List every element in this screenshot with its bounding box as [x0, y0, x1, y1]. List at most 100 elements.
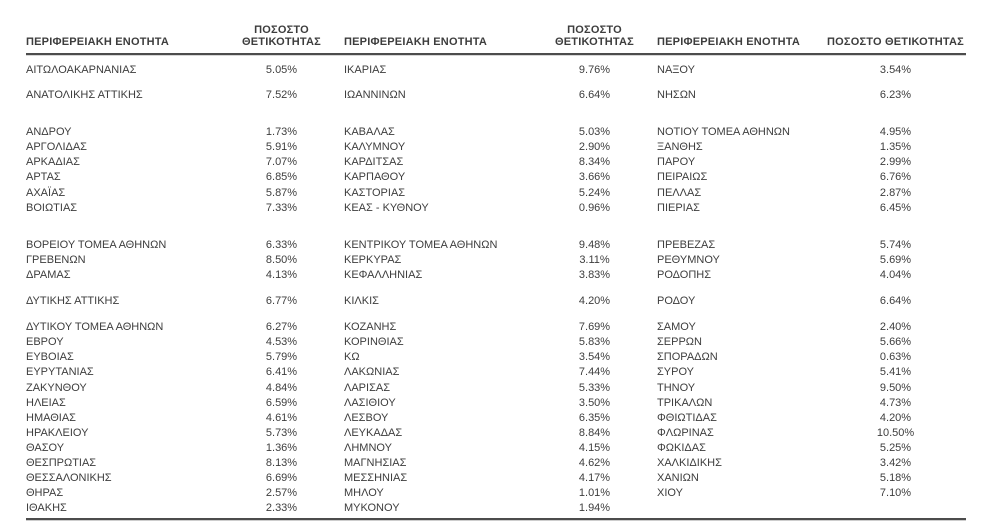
positivity-cell: 5.05%	[265, 64, 298, 76]
positivity-cell: 6.27%	[265, 321, 298, 334]
positivity-cell: 8.13%	[265, 456, 298, 469]
table-row: ΘΑΣΟΥ 1.36% ΛΗΜΝΟΥ 4.15% ΦΩΚΙΔΑΣ 5.25%	[26, 441, 966, 456]
region-cell: ΚΑΡΠΑΘΟΥ	[344, 171, 406, 184]
region-cell: ΘΑΣΟΥ	[26, 441, 65, 454]
positivity-cell: 3.50%	[578, 396, 611, 409]
positivity-cell: 2.90%	[578, 141, 611, 154]
positivity-cell: 5.79%	[265, 351, 298, 364]
region-cell: ΠΕΛΛΑΣ	[657, 186, 702, 199]
region-cell: ΒΟΡΕΙΟΥ ΤΟΜΕΑ ΑΘΗΝΩΝ	[26, 238, 167, 251]
positivity-cell: 5.41%	[879, 366, 912, 379]
spacer-row	[26, 103, 966, 125]
positivity-cell: 5.73%	[265, 426, 298, 439]
region-cell: ΚΙΛΚΙΣ	[344, 295, 379, 308]
positivity-cell: 5.74%	[879, 238, 912, 251]
region-cell: ΣΕΡΡΩΝ	[657, 336, 702, 349]
region-cell: ΖΑΚΥΝΘΟΥ	[26, 381, 87, 394]
region-cell: ΕΥΡΥΤΑΝΙΑΣ	[26, 366, 94, 379]
positivity-cell: 1.94%	[578, 502, 611, 515]
region-cell: ΗΜΑΘΙΑΣ	[26, 411, 76, 424]
positivity-table: ΠΕΡΙΦΕΡΕΙΑΚΗ ΕΝΟΤΗΤΑ ΠΟΣΟΣΤΟ ΘΕΤΙΚΟΤΗΤΑΣ…	[26, 24, 966, 521]
table-row: ΑΡΚΑΔΙΑΣ 7.07% ΚΑΡΔΙΤΣΑΣ 8.34% ΠΑΡΟΥ 2.99%	[26, 155, 966, 170]
region-cell: ΚΕΑΣ - ΚΥΘΝΟΥ	[344, 201, 429, 214]
table-row: ΕΒΡΟΥ 4.53% ΚΟΡΙΝΘΙΑΣ 5.83% ΣΕΡΡΩΝ 5.66%	[26, 335, 966, 350]
positivity-cell: 6.35%	[578, 411, 611, 424]
table-row: ΔΥΤΙΚΟΥ ΤΟΜΕΑ ΑΘΗΝΩΝ 6.27% ΚΟΖΑΝΗΣ 7.69% ΣΑΜ…	[26, 320, 966, 335]
region-cell: ΑΝΔΡΟΥ	[26, 126, 72, 139]
region-cell: ΔΥΤΙΚΟΥ ΤΟΜΕΑ ΑΘΗΝΩΝ	[26, 321, 164, 334]
region-cell: ΘΕΣΠΡΩΤΙΑΣ	[26, 456, 97, 469]
table-row: ΘΕΣΣΑΛΟΝΙΚΗΣ 6.69% ΜΕΣΣΗΝΙΑΣ 4.17% ΧΑΝΙΩΝ 5.1…	[26, 471, 966, 486]
positivity-cell: 1.35%	[879, 141, 912, 154]
table-row: ΘΕΣΠΡΩΤΙΑΣ 8.13% ΜΑΓΝΗΣΙΑΣ 4.62% ΧΑΛΚΙΔΙΚΗΣ 3…	[26, 456, 966, 471]
positivity-cell: 4.84%	[265, 381, 298, 394]
region-cell: ΑΝΑΤΟΛΙΚΗΣ ΑΤΤΙΚΗΣ	[26, 89, 143, 102]
region-cell: ΤΗΝΟΥ	[657, 381, 696, 394]
positivity-cell: 7.10%	[879, 487, 912, 500]
region-cell: ΚΕΡΚΥΡΑΣ	[344, 253, 402, 266]
region-cell: ΜΕΣΣΗΝΙΑΣ	[344, 472, 408, 485]
positivity-cell: 6.69%	[265, 472, 298, 485]
positivity-cell: 2.87%	[879, 186, 912, 199]
region-cell: ΜΥΚΟΝΟΥ	[344, 502, 400, 515]
positivity-cell: 2.99%	[879, 156, 912, 169]
spacer-row	[26, 216, 966, 238]
table-row: ΒΟΙΩΤΙΑΣ 7.33% ΚΕΑΣ - ΚΥΘΝΟΥ 0.96% ΠΙΕΡΙΑΣ 6.…	[26, 201, 966, 216]
region-cell: ΙΘΑΚΗΣ	[26, 502, 67, 515]
positivity-cell: 6.59%	[265, 396, 298, 409]
positivity-cell: 5.33%	[578, 381, 611, 394]
positivity-cell: 3.54%	[879, 64, 912, 76]
region-cell: ΦΛΩΡΙΝΑΣ	[657, 426, 714, 439]
positivity-header: ΠΟΣΟΣΤΟ ΘΕΤΙΚΟΤΗΤΑΣ	[555, 24, 634, 48]
positivity-cell: 6.64%	[578, 89, 611, 102]
table-row: ΕΥΒΟΙΑΣ 5.79% ΚΩ 3.54% ΣΠΟΡΑΔΩΝ 0.63%	[26, 350, 966, 365]
positivity-cell: 4.61%	[265, 411, 298, 424]
table-row: ΑΝΔΡΟΥ 1.73% ΚΑΒΑΛΑΣ 5.03% ΝΟΤΙΟΥ ΤΟΜΕΑ ΑΘΗΝ…	[26, 125, 966, 140]
region-cell: ΙΚΑΡΙΑΣ	[344, 64, 387, 76]
positivity-cell: 5.18%	[879, 472, 912, 485]
table-row: ΘΗΡΑΣ 2.57% ΜΗΛΟΥ 1.01% ΧΙΟΥ 7.10%	[26, 486, 966, 501]
region-cell: ΚΩ	[344, 351, 360, 364]
positivity-cell: 6.77%	[265, 295, 298, 308]
positivity-cell: 4.17%	[578, 472, 611, 485]
positivity-cell: 4.13%	[265, 268, 298, 281]
positivity-cell: 7.33%	[265, 201, 298, 214]
region-cell: ΚΑΛΥΜΝΟΥ	[344, 141, 406, 154]
region-cell: ΡΟΔΟΠΗΣ	[657, 268, 712, 281]
region-header: ΠΕΡΙΦΕΡΕΙΑΚΗ ΕΝΟΤΗΤΑ	[26, 36, 170, 48]
table-row: ΗΜΑΘΙΑΣ 4.61% ΛΕΣΒΟΥ 6.35% ΦΘΙΩΤΙΔΑΣ 4.20%	[26, 411, 966, 426]
positivity-cell: 8.50%	[265, 253, 298, 266]
positivity-cell: 4.73%	[879, 396, 912, 409]
positivity-cell: 9.50%	[879, 381, 912, 394]
positivity-header: ΠΟΣΟΣΤΟ ΘΕΤΙΚΟΤΗΤΑΣ	[827, 36, 964, 48]
positivity-cell: 4.04%	[879, 268, 912, 281]
region-cell: ΗΛΕΙΑΣ	[26, 396, 66, 409]
table-body: ΑΙΤΩΛΟΑΚΑΡΝΑΝΙΑΣ 5.05% ΙΚΑΡΙΑΣ 9.76% ΝΑΞΟΥ 3.…	[26, 55, 966, 521]
positivity-cell: 6.23%	[879, 89, 912, 102]
positivity-cell: 4.95%	[879, 126, 912, 139]
region-cell: ΡΕΘΥΜΝΟΥ	[657, 253, 720, 266]
region-cell: ΑΡΚΑΔΙΑΣ	[26, 156, 80, 169]
region-header: ΠΕΡΙΦΕΡΕΙΑΚΗ ΕΝΟΤΗΤΑ	[344, 36, 488, 48]
positivity-cell: 0.63%	[879, 351, 912, 364]
positivity-cell: 1.36%	[265, 441, 298, 454]
region-cell: ΕΒΡΟΥ	[26, 336, 64, 349]
region-cell: ΧΑΛΚΙΔΙΚΗΣ	[657, 456, 722, 469]
region-cell: ΘΕΣΣΑΛΟΝΙΚΗΣ	[26, 472, 112, 485]
spacer-row	[26, 283, 966, 294]
table-row: ΖΑΚΥΝΘΟΥ 4.84% ΛΑΡΙΣΑΣ 5.33% ΤΗΝΟΥ 9.50%	[26, 381, 966, 396]
region-cell: ΑΡΓΟΛΙΔΑΣ	[26, 141, 87, 154]
positivity-cell: 5.03%	[578, 126, 611, 139]
region-cell: ΒΟΙΩΤΙΑΣ	[26, 201, 78, 214]
region-header: ΠΕΡΙΦΕΡΕΙΑΚΗ ΕΝΟΤΗΤΑ	[657, 36, 801, 48]
table-row: ΔΡΑΜΑΣ 4.13% ΚΕΦΑΛΛΗΝΙΑΣ 3.83% ΡΟΔΟΠΗΣ 4.04%	[26, 268, 966, 283]
region-cell: ΧΙΟΥ	[657, 487, 683, 500]
region-cell: ΛΕΣΒΟΥ	[344, 411, 389, 424]
table-row: ΑΧΑΪΑΣ 5.87% ΚΑΣΤΟΡΙΑΣ 5.24% ΠΕΛΛΑΣ 2.87%	[26, 186, 966, 201]
region-cell: ΜΗΛΟΥ	[344, 487, 384, 500]
positivity-cell: 9.48%	[578, 238, 611, 251]
region-cell: ΚΑΡΔΙΤΣΑΣ	[344, 156, 404, 169]
region-cell: ΞΑΝΘΗΣ	[657, 141, 703, 154]
spacer-row	[26, 309, 966, 320]
